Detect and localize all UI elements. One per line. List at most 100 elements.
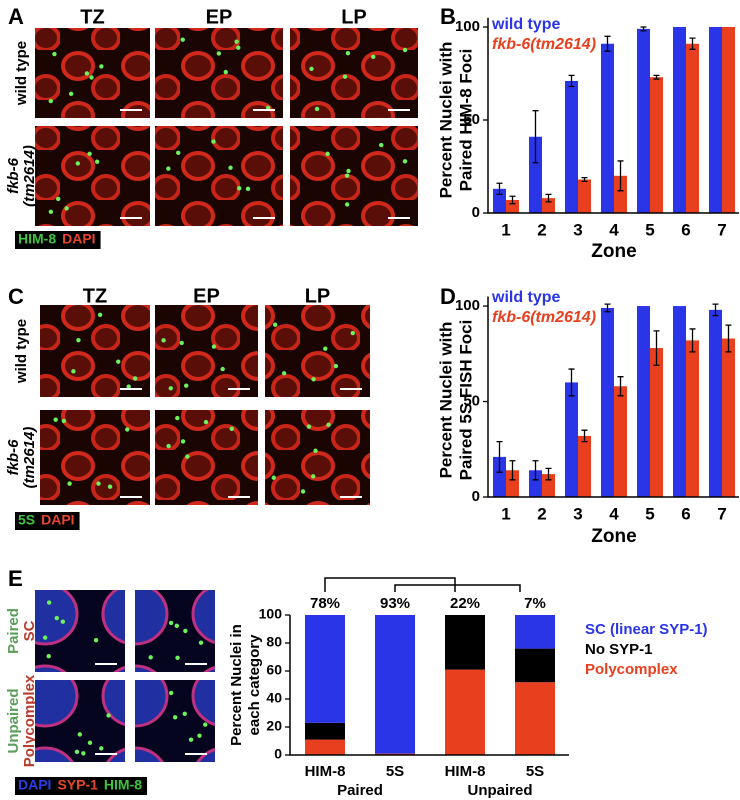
focus — [89, 75, 94, 80]
micrograph — [155, 410, 258, 505]
column-label: EP — [193, 285, 220, 307]
focus — [99, 746, 104, 751]
x-tick-label: 3 — [573, 220, 582, 239]
row-label: fkb-6 — [5, 439, 22, 475]
micrograph — [135, 590, 215, 672]
y-tick-label: 0 — [472, 204, 480, 221]
focus — [179, 340, 184, 346]
x-tick-label: 2 — [537, 504, 546, 523]
focus — [168, 690, 174, 696]
stain-label: DAPI — [41, 512, 74, 528]
micrograph — [155, 305, 258, 397]
micrograph — [40, 305, 150, 397]
row-label: Polycomplex — [21, 674, 38, 767]
bar-segment — [515, 615, 555, 649]
focus — [309, 66, 314, 72]
micrograph — [155, 28, 283, 118]
y-axis-label: each category — [246, 634, 263, 736]
focus — [203, 722, 208, 727]
y-tick-label: 50 — [463, 111, 480, 128]
y-tick-label: 0 — [472, 488, 480, 505]
y-axis-label: Percent Nuclei with — [436, 322, 455, 479]
x-tick-label: 5S — [526, 763, 544, 780]
focus — [132, 376, 138, 381]
panel-label: E — [8, 566, 23, 591]
x-tick-label: 4 — [609, 504, 619, 523]
bar-segment — [305, 615, 345, 723]
focus — [188, 737, 194, 742]
focus — [53, 417, 58, 422]
y-axis-label: Percent Nuclei in — [228, 624, 245, 746]
focus — [172, 715, 178, 720]
focus — [216, 51, 222, 56]
error-bar — [604, 303, 611, 313]
focus — [228, 165, 233, 170]
stain-legend-bg — [15, 777, 148, 795]
focus — [185, 454, 190, 459]
focus — [84, 71, 90, 76]
bar — [722, 27, 735, 213]
focus — [183, 628, 188, 634]
micrograph — [290, 126, 418, 226]
bar-segment — [305, 722, 345, 740]
bar — [614, 175, 627, 213]
axis — [289, 615, 569, 756]
x-tick-label: 5S — [386, 763, 404, 780]
focus — [126, 384, 131, 389]
row-label: SC — [21, 620, 38, 641]
y-tick-label: 0 — [274, 746, 282, 762]
focus — [180, 439, 186, 444]
focus — [197, 733, 202, 738]
focus — [60, 619, 66, 624]
x-tick-label: 2 — [537, 220, 546, 239]
bar — [506, 199, 519, 213]
focus — [125, 427, 130, 432]
column-label: EP — [206, 6, 233, 28]
annotation: 22% — [450, 595, 480, 612]
focus — [161, 338, 166, 343]
y-tick-label: 100 — [455, 297, 480, 314]
error-bar — [617, 160, 624, 192]
focus — [306, 424, 312, 429]
focus — [184, 383, 189, 388]
focus — [326, 422, 331, 428]
focus — [106, 713, 111, 718]
focus — [281, 371, 287, 376]
bar — [709, 27, 722, 213]
x-tick-label: 3 — [573, 504, 582, 523]
group-label: Paired — [337, 782, 383, 799]
x-tick-label: 6 — [681, 504, 690, 523]
error-bar — [545, 193, 552, 203]
focus — [379, 142, 384, 148]
panel-label: A — [8, 4, 24, 29]
micrograph — [155, 126, 283, 226]
focus — [211, 344, 217, 349]
error-bar — [653, 74, 660, 80]
micrograph — [35, 28, 150, 118]
focus — [116, 359, 121, 364]
error-bar — [604, 35, 611, 52]
bar — [565, 80, 578, 213]
focus — [211, 139, 216, 144]
annotation: 7% — [524, 595, 546, 612]
bar — [686, 43, 699, 213]
focus — [371, 54, 376, 59]
y-tick-label: 100 — [259, 606, 283, 622]
focus — [168, 386, 173, 391]
error-bar — [532, 460, 539, 481]
panel-label: C — [8, 284, 24, 309]
panel-label: B — [440, 4, 456, 29]
stain-legend-bg — [15, 231, 101, 249]
focus — [344, 173, 350, 178]
legend-entry: No SYP-1 — [585, 641, 653, 658]
focus — [182, 711, 187, 717]
focus — [71, 369, 76, 374]
error-bar — [532, 110, 539, 164]
focus — [272, 322, 278, 327]
micrograph — [35, 680, 125, 762]
micrograph — [35, 126, 150, 226]
focus — [344, 202, 350, 207]
focus — [333, 363, 339, 369]
bar — [709, 309, 722, 497]
micrograph — [265, 410, 370, 505]
